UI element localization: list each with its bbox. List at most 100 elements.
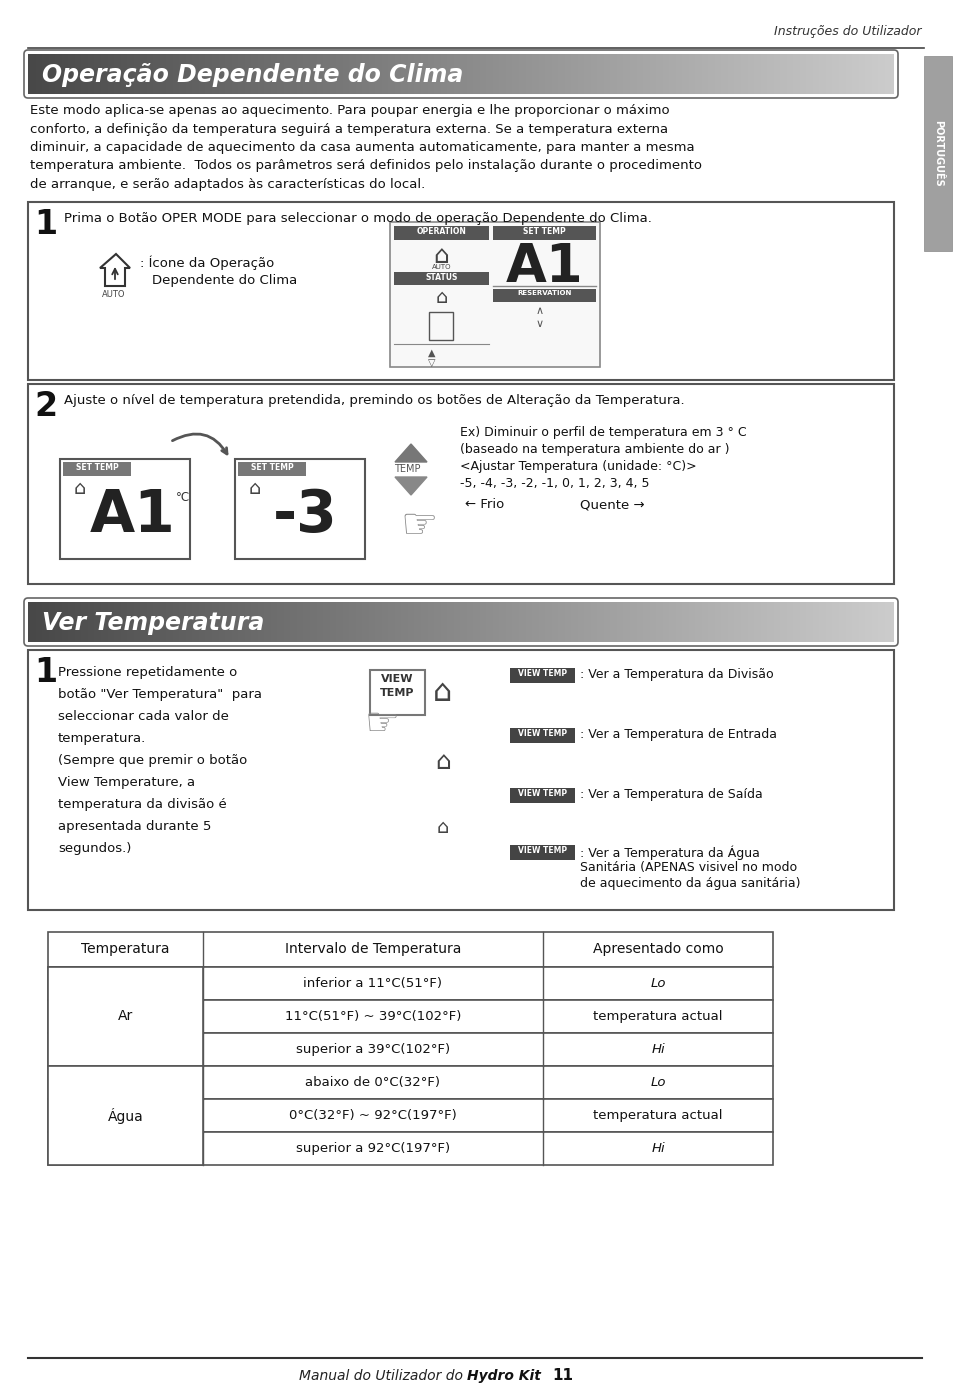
Bar (604, 55, 605, 94)
Bar (793, 602, 794, 643)
Bar (832, 55, 833, 94)
Bar (285, 55, 286, 94)
Bar (376, 55, 377, 94)
Bar (737, 55, 738, 94)
Bar (480, 602, 481, 643)
Bar (200, 602, 201, 643)
Bar (639, 602, 640, 643)
Bar (118, 602, 119, 643)
Bar (619, 602, 620, 643)
Bar (683, 55, 684, 94)
Bar (286, 55, 287, 94)
Bar (92, 602, 94, 643)
Bar (690, 55, 691, 94)
Bar (442, 602, 443, 643)
Bar (637, 602, 638, 643)
Bar (869, 55, 870, 94)
Bar (471, 55, 472, 94)
Bar (820, 55, 821, 94)
Bar (672, 55, 673, 94)
Bar (867, 55, 868, 94)
Bar (172, 55, 173, 94)
Bar (471, 602, 472, 643)
Bar (522, 602, 523, 643)
Bar (561, 55, 562, 94)
Bar (887, 602, 888, 643)
Bar (774, 55, 775, 94)
Bar (548, 602, 550, 643)
Text: Lo: Lo (650, 977, 665, 990)
Bar (461, 602, 462, 643)
Bar (892, 602, 893, 643)
Bar (127, 602, 128, 643)
Bar (84, 602, 85, 643)
Bar (787, 602, 788, 643)
Bar (423, 602, 424, 643)
Bar (391, 602, 392, 643)
Bar (427, 602, 428, 643)
Bar (281, 55, 282, 94)
Bar (399, 55, 400, 94)
Bar (214, 602, 215, 643)
Bar (205, 602, 206, 643)
Bar (258, 602, 260, 643)
Bar (317, 55, 318, 94)
Bar (146, 602, 147, 643)
Bar (625, 602, 626, 643)
Bar (846, 55, 847, 94)
Bar (644, 602, 645, 643)
Bar (790, 602, 791, 643)
Bar (350, 602, 351, 643)
Bar (439, 602, 440, 643)
Bar (612, 602, 613, 643)
Bar (629, 55, 630, 94)
Text: AUTO: AUTO (102, 290, 126, 300)
Bar (230, 55, 231, 94)
Bar (588, 55, 589, 94)
Bar (634, 602, 635, 643)
Text: -3: -3 (273, 487, 337, 545)
Bar (478, 602, 479, 643)
Bar (824, 55, 825, 94)
Bar (298, 55, 299, 94)
Bar (847, 55, 848, 94)
Bar (390, 55, 391, 94)
Bar (729, 602, 730, 643)
Bar (618, 602, 619, 643)
Bar (560, 55, 561, 94)
Bar (624, 55, 625, 94)
Bar (454, 55, 455, 94)
Bar (657, 602, 658, 643)
Bar (453, 602, 454, 643)
Bar (470, 55, 471, 94)
Bar (566, 55, 567, 94)
Bar (504, 55, 505, 94)
Bar (761, 55, 762, 94)
Bar (504, 602, 505, 643)
Bar (486, 602, 488, 643)
Bar (803, 55, 804, 94)
Bar (616, 602, 617, 643)
Bar (90, 602, 91, 643)
Bar (794, 602, 795, 643)
Bar (395, 55, 396, 94)
Bar (646, 602, 647, 643)
Bar (577, 55, 578, 94)
Bar (559, 602, 560, 643)
Bar (863, 602, 864, 643)
Bar (387, 55, 388, 94)
Bar (771, 602, 772, 643)
Bar (82, 55, 83, 94)
Text: Ver Temperatura: Ver Temperatura (42, 610, 264, 636)
Bar (444, 602, 446, 643)
Bar (180, 602, 181, 643)
Bar (553, 55, 554, 94)
Bar (125, 602, 126, 643)
Bar (630, 602, 631, 643)
Bar (296, 602, 297, 643)
Bar (102, 55, 103, 94)
Bar (48, 1065, 203, 1165)
Bar (747, 55, 748, 94)
Bar (805, 602, 806, 643)
Bar (55, 55, 56, 94)
